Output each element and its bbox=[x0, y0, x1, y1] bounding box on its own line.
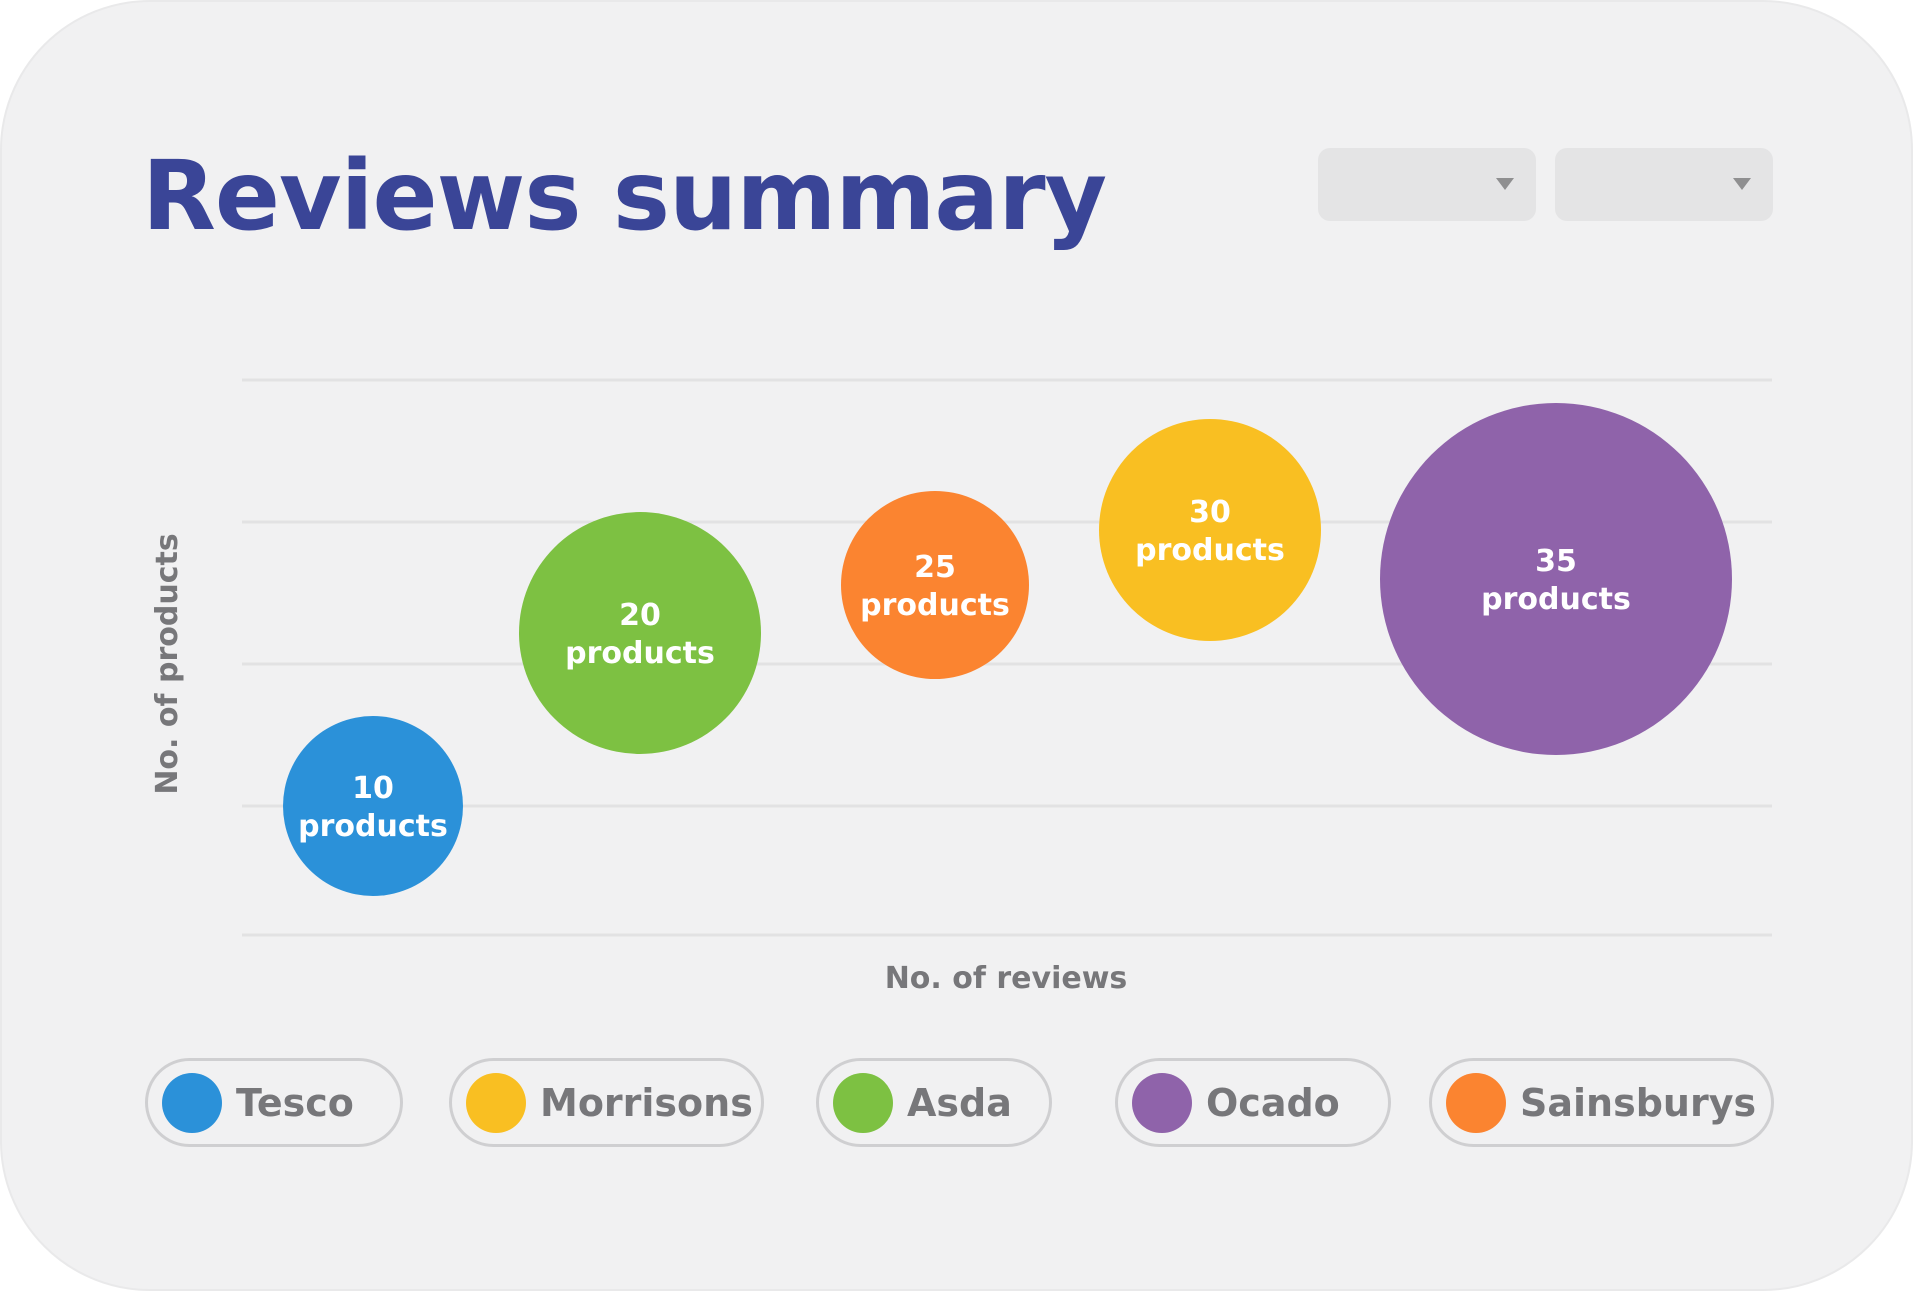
filter-dropdown-2[interactable] bbox=[1555, 148, 1773, 221]
bubble-label-sainsburys: 25 products bbox=[860, 550, 1010, 623]
legend-swatch bbox=[466, 1072, 526, 1133]
y-axis-label: No. of products bbox=[150, 533, 185, 794]
gridlines bbox=[242, 378, 1772, 937]
bubble-label-morrisons: 30 products bbox=[1135, 495, 1285, 568]
legend-label: Tesco bbox=[236, 1080, 354, 1125]
chevron-down-icon bbox=[1496, 178, 1514, 190]
bubble-label-asda: 20 products bbox=[565, 598, 715, 671]
bubble-morrisons[interactable] bbox=[1099, 419, 1321, 641]
legend-swatch bbox=[1132, 1072, 1192, 1133]
bubble-ocado[interactable] bbox=[1380, 403, 1732, 755]
chevron-down-icon bbox=[1733, 178, 1751, 190]
x-axis-label: No. of reviews bbox=[885, 961, 1128, 996]
bubble-tesco[interactable] bbox=[283, 716, 463, 896]
page-title: Reviews summary bbox=[142, 140, 1107, 252]
bubble-label-ocado: 35 products bbox=[1481, 544, 1631, 617]
legend-label: Asda bbox=[907, 1080, 1012, 1125]
filter-dropdown-1[interactable] bbox=[1318, 148, 1536, 221]
legend-item-ocado[interactable]: Ocado bbox=[1115, 1058, 1391, 1147]
legend-label: Ocado bbox=[1206, 1080, 1340, 1125]
bubble-label-tesco: 10 products bbox=[298, 771, 448, 844]
legend-swatch bbox=[162, 1072, 222, 1133]
legend-item-tesco[interactable]: Tesco bbox=[145, 1058, 403, 1147]
bubble-asda[interactable] bbox=[519, 512, 761, 754]
legend-swatch bbox=[1446, 1072, 1506, 1133]
legend-item-asda[interactable]: Asda bbox=[816, 1058, 1052, 1147]
legend-item-sainsburys[interactable]: Sainsburys bbox=[1429, 1058, 1774, 1147]
legend-item-morrisons[interactable]: Morrisons bbox=[449, 1058, 764, 1147]
bubbles: 10 products 20 products 25 products 30 products… bbox=[283, 403, 1732, 896]
bubble-sainsburys[interactable] bbox=[841, 491, 1029, 679]
legend-label: Sainsburys bbox=[1520, 1080, 1757, 1125]
legend-label: Morrisons bbox=[540, 1080, 753, 1125]
legend-swatch bbox=[833, 1072, 893, 1133]
